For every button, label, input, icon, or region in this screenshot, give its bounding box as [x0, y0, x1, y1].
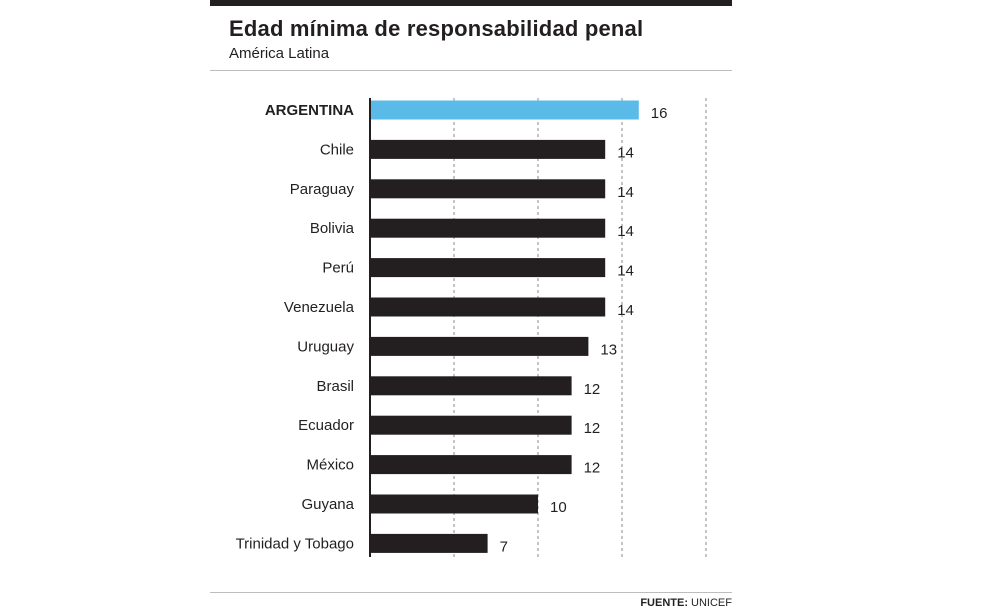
- bar-chile: [370, 139, 606, 159]
- category-label-ecuador: Ecuador: [298, 417, 354, 434]
- value-label-uruguay: 13: [600, 341, 617, 358]
- top-rule: [210, 0, 732, 6]
- category-label-peru: Perú: [322, 260, 354, 277]
- value-label-venezuela: 14: [617, 302, 634, 319]
- bar-venezuela: [370, 297, 606, 317]
- source-value: UNICEF: [691, 597, 732, 609]
- value-label-trinidad-y-tobago: 7: [500, 538, 508, 555]
- value-labels: 16 14 14 14 14 14 13 12 12 12 10 7: [500, 105, 668, 555]
- title-divider: [210, 70, 732, 71]
- bar-mexico: [370, 455, 572, 475]
- category-label-argentina: ARGENTINA: [265, 102, 354, 119]
- value-label-brasil: 12: [584, 381, 601, 398]
- bar-uruguay: [370, 336, 589, 356]
- category-label-guyana: Guyana: [301, 496, 354, 513]
- category-labels: ARGENTINA Chile Paraguay Bolivia Perú Venezue…: [236, 102, 355, 552]
- value-label-paraguay: 14: [617, 184, 634, 201]
- value-label-chile: 14: [617, 144, 634, 161]
- category-label-bolivia: Bolivia: [310, 220, 355, 237]
- value-label-peru: 14: [617, 263, 634, 280]
- source-label: FUENTE:: [640, 597, 688, 609]
- bar-ecuador: [370, 415, 572, 435]
- bottom-divider: [210, 592, 732, 593]
- bar-brasil: [370, 376, 572, 396]
- source-note: FUENTE: UNICEF: [640, 597, 732, 609]
- value-label-bolivia: 14: [617, 223, 634, 240]
- category-label-mexico: México: [306, 457, 354, 474]
- value-label-ecuador: 12: [584, 420, 601, 437]
- value-label-argentina: 16: [651, 105, 668, 122]
- category-label-brasil: Brasil: [316, 378, 354, 395]
- bar-paraguay: [370, 179, 606, 199]
- chart-title: Edad mínima de responsabilidad penal: [229, 16, 644, 41]
- bars: [370, 100, 639, 553]
- bar-bolivia: [370, 218, 606, 238]
- category-label-paraguay: Paraguay: [290, 181, 355, 198]
- bar-trinidad-y-tobago: [370, 533, 488, 553]
- value-label-mexico: 12: [584, 460, 601, 477]
- bar-peru: [370, 258, 606, 278]
- category-label-uruguay: Uruguay: [297, 338, 354, 355]
- category-label-venezuela: Venezuela: [284, 299, 355, 316]
- gridlines: [453, 98, 707, 557]
- bar-guyana: [370, 494, 538, 514]
- category-label-trinidad-y-tobago: Trinidad y Tobago: [236, 535, 354, 552]
- chart-subtitle: América Latina: [229, 45, 330, 62]
- bar-argentina: [370, 100, 639, 120]
- category-label-chile: Chile: [320, 141, 354, 158]
- value-label-guyana: 10: [550, 499, 567, 516]
